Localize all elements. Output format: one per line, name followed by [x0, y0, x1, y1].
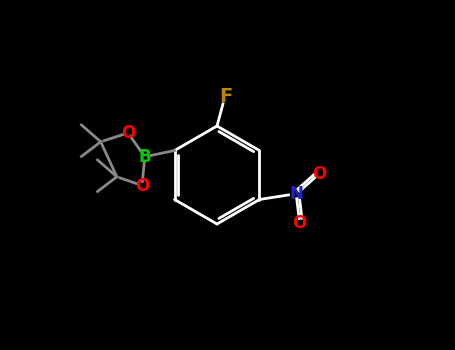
Text: N: N [289, 185, 303, 203]
Text: O: O [121, 124, 135, 142]
Text: F: F [219, 87, 233, 106]
Text: O: O [293, 214, 307, 232]
Text: O: O [312, 165, 326, 183]
Text: O: O [135, 176, 149, 195]
Text: B: B [138, 148, 151, 166]
